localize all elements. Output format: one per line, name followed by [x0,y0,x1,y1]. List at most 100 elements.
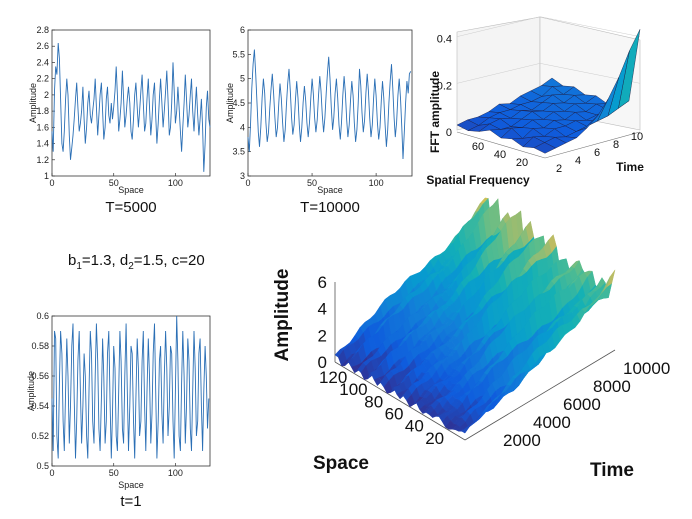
x-tick-label: 40 [494,149,506,161]
time-axis-line [464,349,616,441]
caption: t=1 [120,493,141,510]
x-axis-label: Spatial Frequency [426,173,530,187]
y-tick-label: 6000 [563,395,601,414]
x-tick-label: 60 [472,141,484,153]
gridlines [456,16,641,159]
axes [334,282,616,441]
y-tick-label: 0.6 [36,311,49,321]
y-tick-label: 0.54 [31,401,49,411]
fft-ticks: 0 0.2 0.4 60 40 20 2 4 6 8 10 [437,34,643,175]
x-axis-label: Space [317,185,343,195]
x-ticks: 0 50 100 [245,173,384,188]
param-b: b [68,252,76,269]
param-d: d [120,252,128,269]
y-tick-label: 1 [44,171,49,181]
param-b-val: =1.3, [82,252,120,269]
z-tick-label: 6 [318,273,327,292]
data-line [51,315,210,459]
y-tick-label: 1.6 [36,122,49,132]
y-tick-label: 2 [556,163,562,175]
line-plot-t10000: 3 3.5 4 4.5 5 5.5 6 0 50 100 Space Amplitude T=1… [225,25,413,216]
y-axis-label: Amplitude [26,371,36,411]
y-axis-label: Time [590,460,634,481]
y-ticks: 1 1.2 1.4 1.6 1.8 2 2.2 2.4 2.6 2.8 [36,25,55,181]
param-d-val: =1.5, c=20 [134,252,205,269]
z-tick-label: 0.2 [437,80,452,92]
y-tick-label: 1.2 [36,155,49,165]
surface-patch [461,425,471,434]
y-tick-label: 6 [594,147,600,159]
y-tick-label: 0.58 [31,341,49,351]
y-tick-label: 10000 [623,359,670,378]
caption: T=10000 [300,199,360,216]
y-ticks: 0.5 0.52 0.54 0.56 0.58 0.6 [31,311,55,471]
y-tick-label: 4000 [533,413,571,432]
axis-edge [456,131,546,159]
y-tick-label: 6 [240,25,245,35]
x-axis-label: Space [313,453,369,474]
y-tick-label: 4 [240,122,245,132]
param-b-sub: 1 [76,261,82,272]
caption: T=5000 [105,199,156,216]
y-tick-label: 2.6 [36,41,49,51]
x-tick-label: 20 [516,157,528,169]
x-ticks: 0 50 100 [49,463,183,478]
y-tick-label: 2.2 [36,74,49,84]
y-tick-label: 0.5 [36,461,49,471]
data-line [247,49,412,160]
x-tick-label: 40 [405,417,424,436]
line-plot-t5000: 11.21.41.61.822.22.42.62.8 0 50 100 Space … [28,25,211,216]
z-tick-label: 0 [446,127,452,139]
plot-frame [247,29,413,177]
x-tick-label: 80 [364,392,383,411]
gridline [456,63,541,84]
y-axis-label: Amplitude [225,83,235,123]
fft-surface-plot: 0 0.2 0.4 60 40 20 2 4 6 8 10 FFT amplitude Spatia… [426,16,644,187]
gridline [456,16,541,37]
y-tick-label: 2.4 [36,57,49,67]
z-tick-label: 2 [318,326,327,345]
x-tick-label: 0 [49,178,54,188]
x-tick-label: 120 [319,368,347,387]
data-line [51,42,211,172]
x-ticks: 0 50 100 [49,173,183,188]
y-tick-label: 2 [44,90,49,100]
x-tick-label: 20 [425,429,444,448]
y-tick-label: 1.8 [36,106,49,116]
y-tick-label: 4.5 [232,98,245,108]
z-tick-label: 0.4 [437,34,452,46]
x-tick-label: 0 [245,178,250,188]
series-marks [51,42,211,172]
y-tick-label: 4 [575,155,581,167]
z-axis-label: FFT amplitude [428,71,442,153]
axis-edge [544,131,641,159]
gridline [539,16,641,37]
y-tick-label: 10 [631,131,643,143]
y-axis-label: Time [616,160,644,174]
x-tick-label: 50 [109,468,119,478]
space-axis-line [334,361,466,441]
param-d-sub: 2 [128,261,134,272]
z-tick-label: 0 [318,353,327,372]
series-marks [51,315,210,459]
y-axis-label: Amplitude [28,83,38,123]
x-axis-label: Space [118,185,144,195]
x-tick-label: 0 [49,468,54,478]
series-marks [247,49,412,160]
z-tick-label: 4 [318,300,327,319]
y-tick-label: 0.56 [31,371,49,381]
y-tick-label: 5.5 [232,49,245,59]
y-tick-label: 0.52 [31,431,49,441]
x-tick-label: 50 [109,178,119,188]
x-tick-label: 60 [385,404,404,423]
y-tick-label: 5 [240,74,245,84]
y-tick-label: 3.5 [232,147,245,157]
y-tick-label: 8000 [593,377,631,396]
y-tick-label: 1.4 [36,139,49,149]
surface [334,197,616,434]
x-tick-label: 50 [307,178,317,188]
x-tick-label: 100 [369,178,384,188]
